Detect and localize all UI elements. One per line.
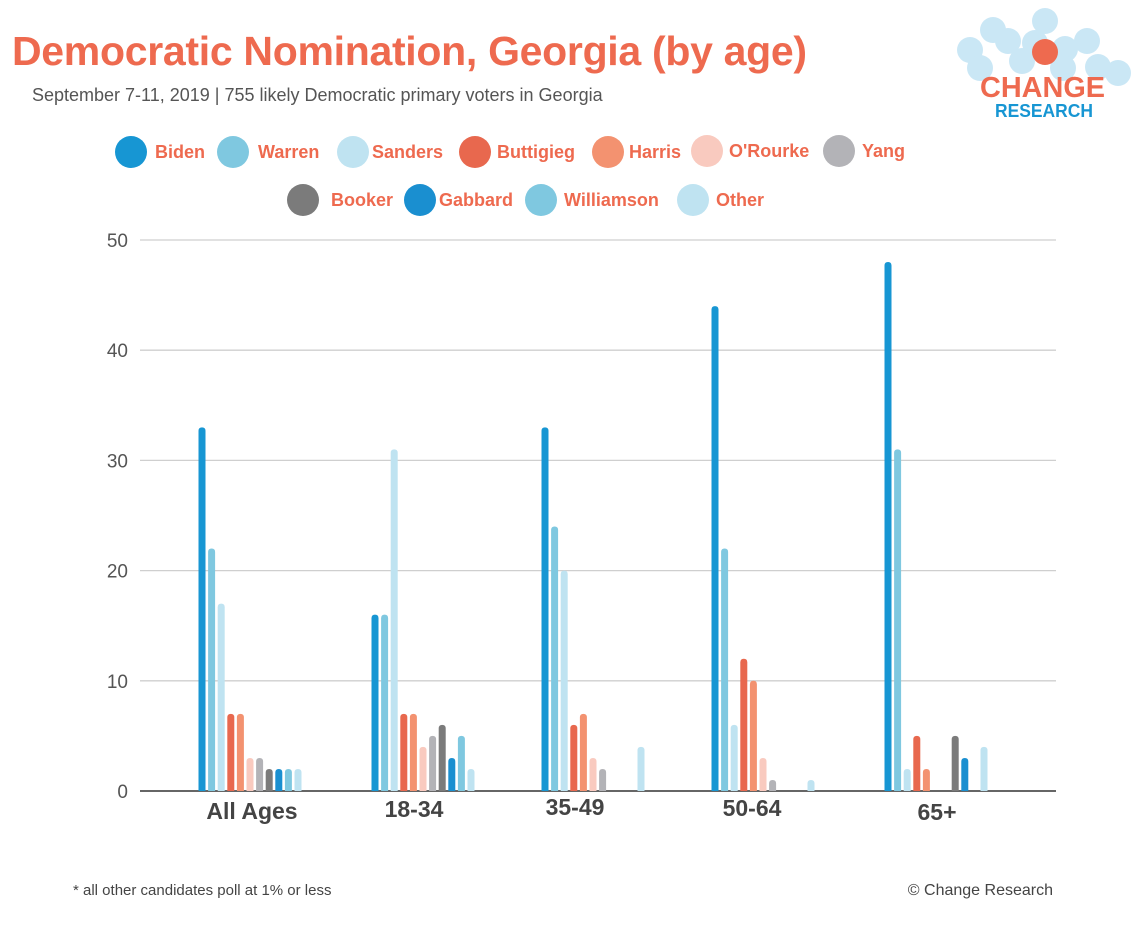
legend-label: Yang xyxy=(862,141,905,161)
bar-orourke-2 xyxy=(589,757,597,791)
bar-other-0 xyxy=(294,768,302,791)
bar-harris-3 xyxy=(749,680,757,791)
legend-label: Buttigieg xyxy=(497,142,575,162)
bar-other-4 xyxy=(980,746,988,791)
legend-swatch-biden xyxy=(115,136,147,168)
bar-warren-3 xyxy=(721,548,729,791)
legend-label: Gabbard xyxy=(439,190,513,210)
bar-harris-4 xyxy=(922,768,930,791)
chart-subtitle: September 7-11, 2019 | 755 likely Democr… xyxy=(32,85,603,105)
bar-williamson-1 xyxy=(457,735,465,791)
bar-buttigieg-1 xyxy=(400,713,408,791)
bar-yang-1 xyxy=(429,735,437,791)
bar-biden-3 xyxy=(711,306,719,791)
legend-label: Booker xyxy=(331,190,393,210)
bar-other-2 xyxy=(637,746,645,791)
legend-label: O'Rourke xyxy=(729,141,809,161)
x-axis: All Ages 18-34 35-49 50-64 65+ xyxy=(206,794,956,825)
bar-gabbard-1 xyxy=(448,757,456,791)
legend-swatch-booker xyxy=(287,184,319,216)
bar-gabbard-0 xyxy=(275,768,283,791)
legend-label: Williamson xyxy=(564,190,659,210)
legend-label: Sanders xyxy=(372,142,443,162)
x-tick-label: 65+ xyxy=(917,799,956,825)
legend-swatch-warren xyxy=(217,136,249,168)
y-tick-label: 10 xyxy=(107,672,128,693)
legend-swatch-gabbard xyxy=(404,184,436,216)
y-tick-label: 30 xyxy=(107,451,128,472)
bars xyxy=(198,262,988,791)
x-tick-label: All Ages xyxy=(206,798,297,824)
y-tick-label: 0 xyxy=(117,782,128,803)
legend-swatch-other xyxy=(677,184,709,216)
x-tick-label: 50-64 xyxy=(723,795,782,821)
bar-warren-4 xyxy=(894,449,902,791)
x-tick-label: 35-49 xyxy=(546,794,605,820)
bar-harris-0 xyxy=(236,713,244,791)
bar-sanders-0 xyxy=(217,603,225,791)
y-tick-label: 20 xyxy=(107,562,128,583)
chart-title: Democratic Nomination, Georgia (by age) xyxy=(12,28,807,74)
bar-sanders-3 xyxy=(730,724,738,791)
bar-gabbard-4 xyxy=(961,757,969,791)
footnote: * all other candidates poll at 1% or les… xyxy=(73,882,332,899)
legend-swatch-yang xyxy=(823,135,855,167)
legend-swatch-orourke xyxy=(691,135,723,167)
bar-yang-0 xyxy=(256,757,264,791)
legend-swatch-harris xyxy=(592,136,624,168)
bar-warren-1 xyxy=(381,614,389,791)
legend: Biden Warren Sanders Buttigieg Harris O'Rourk… xyxy=(115,135,905,216)
bar-buttigieg-4 xyxy=(913,735,921,791)
bar-buttigieg-0 xyxy=(227,713,235,791)
bar-sanders-1 xyxy=(390,449,398,791)
bar-other-3 xyxy=(807,779,815,791)
bar-yang-2 xyxy=(599,768,607,791)
bar-biden-4 xyxy=(884,262,892,791)
legend-swatch-sanders xyxy=(337,136,369,168)
legend-label: Warren xyxy=(258,142,319,162)
gridlines xyxy=(140,239,1056,792)
bar-orourke-1 xyxy=(419,746,427,791)
legend-label: Harris xyxy=(629,142,681,162)
bar-biden-0 xyxy=(198,427,206,791)
y-axis: 0 10 20 30 40 50 xyxy=(107,231,128,803)
copyright: © Change Research xyxy=(907,882,1053,899)
bar-sanders-2 xyxy=(560,570,568,791)
legend-label: Biden xyxy=(155,142,205,162)
bar-orourke-3 xyxy=(759,757,767,791)
bar-booker-0 xyxy=(265,768,273,791)
bar-harris-1 xyxy=(409,713,417,791)
bar-warren-0 xyxy=(208,548,216,791)
bar-other-1 xyxy=(467,768,475,791)
bar-biden-1 xyxy=(371,614,379,791)
bar-biden-2 xyxy=(541,427,549,791)
logo-line2: RESEARCH xyxy=(995,101,1093,121)
bar-williamson-0 xyxy=(284,768,292,791)
legend-swatch-williamson xyxy=(525,184,557,216)
bar-booker-1 xyxy=(438,724,446,791)
bar-buttigieg-2 xyxy=(570,724,578,791)
x-tick-label: 18-34 xyxy=(385,796,444,822)
y-tick-label: 40 xyxy=(107,341,128,362)
legend-swatch-buttigieg xyxy=(459,136,491,168)
change-research-logo: CHANGE RESEARCH xyxy=(957,8,1131,121)
bar-buttigieg-3 xyxy=(740,658,748,791)
bar-harris-2 xyxy=(579,713,587,791)
bar-booker-4 xyxy=(951,735,959,791)
bar-yang-3 xyxy=(769,779,777,791)
bar-warren-2 xyxy=(551,526,559,791)
logo-line1: CHANGE xyxy=(980,72,1105,104)
legend-label: Other xyxy=(716,190,764,210)
bar-orourke-0 xyxy=(246,757,254,791)
bar-sanders-4 xyxy=(903,768,911,791)
y-tick-label: 50 xyxy=(107,231,128,252)
